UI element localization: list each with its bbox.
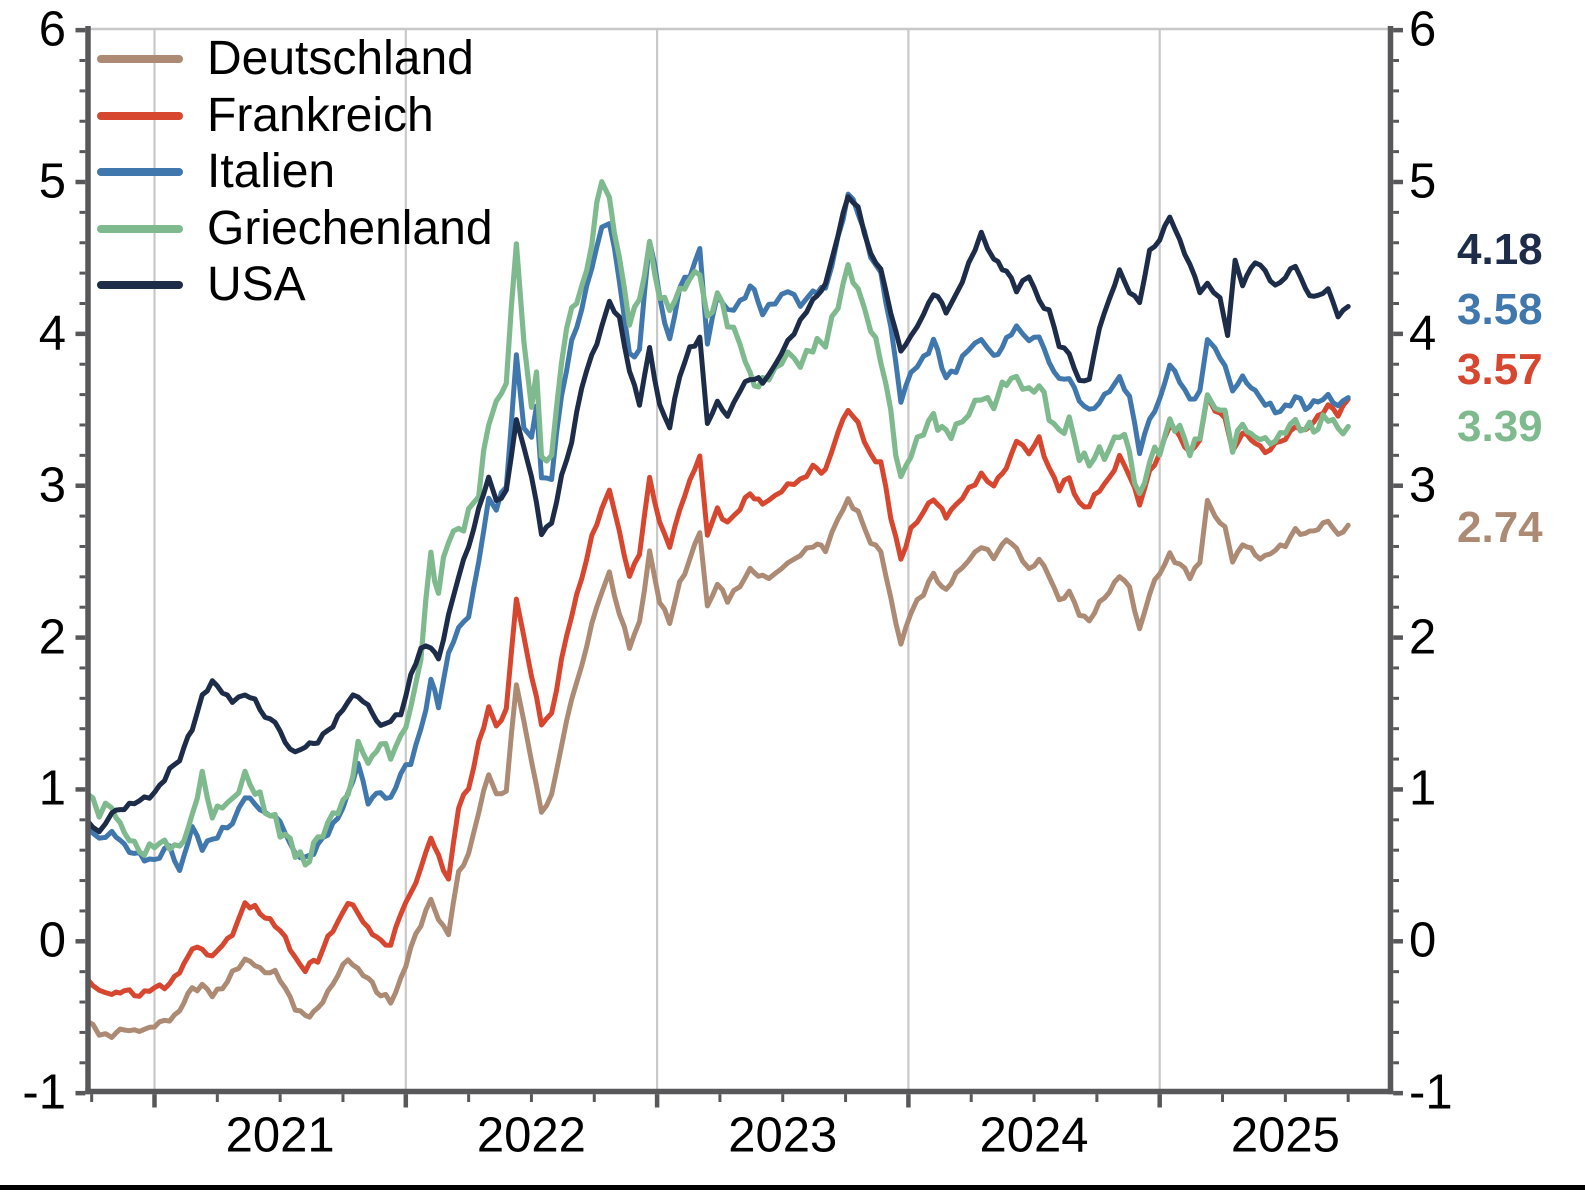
y-axis-tick-label-right: 1 xyxy=(1409,761,1437,816)
y-axis-tick-label-right: 3 xyxy=(1409,458,1437,513)
y-axis-tick-label-left: 4 xyxy=(38,306,66,361)
legend-line-swatch xyxy=(97,111,183,120)
legend-label: Deutschland xyxy=(207,32,474,85)
y-axis-tick-label-left: 2 xyxy=(38,610,66,665)
end-value-label-deutschland: 2.74 xyxy=(1457,503,1543,552)
y-axis-tick-label-right: 0 xyxy=(1409,913,1437,968)
legend-label: Griechenland xyxy=(207,201,493,255)
end-value-label-frankreich: 3.57 xyxy=(1457,345,1543,394)
series-line-griechenland xyxy=(88,179,1351,868)
end-value-label-italien: 3.58 xyxy=(1457,285,1543,334)
y-axis-tick-label-right: 5 xyxy=(1409,154,1437,209)
legend-line-swatch xyxy=(97,224,183,233)
legend-item-deutschland: Deutschland xyxy=(97,31,474,87)
legend-label: USA xyxy=(207,258,306,311)
legend-line-swatch xyxy=(97,168,183,176)
y-axis-tick-label-left: 3 xyxy=(38,458,66,513)
series-line-usa xyxy=(88,194,1351,835)
bottom-divider-rule xyxy=(0,1185,1585,1190)
end-value-label-griechenland: 3.39 xyxy=(1457,402,1543,451)
x-axis-year-label: 2025 xyxy=(1230,1108,1340,1163)
legend-item-italien: Italien xyxy=(97,144,335,200)
legend-label: Frankreich xyxy=(207,88,434,142)
y-axis-tick-label-right: 6 xyxy=(1409,2,1437,57)
legend-label: Italien xyxy=(207,145,336,198)
y-axis-tick-label-left: 0 xyxy=(38,913,66,968)
y-axis-tick-label-right: 2 xyxy=(1409,610,1437,665)
series-line-frankreich xyxy=(88,393,1351,999)
legend-line-swatch xyxy=(97,55,183,63)
series-line-deutschland xyxy=(88,496,1351,1040)
y-axis-tick-label-right: 4 xyxy=(1409,306,1437,361)
legend-item-usa: USA xyxy=(97,257,306,313)
y-axis-tick-label-left: 5 xyxy=(38,154,66,209)
legend-line-swatch xyxy=(97,281,183,289)
x-axis-year-label: 2024 xyxy=(979,1108,1089,1163)
x-axis-year-label: 2021 xyxy=(225,1108,335,1163)
y-axis-tick-label-left: 1 xyxy=(38,761,66,816)
x-axis-year-label: 2023 xyxy=(728,1108,838,1163)
series-group xyxy=(88,179,1351,1040)
y-axis-tick-label-left: 6 xyxy=(38,2,66,57)
end-value-label-usa: 4.18 xyxy=(1457,225,1543,274)
legend-item-frankreich: Frankreich xyxy=(97,88,434,144)
y-axis-tick-label-right: -1 xyxy=(1409,1065,1453,1120)
legend-item-griechenland: Griechenland xyxy=(97,201,493,257)
x-axis-year-label: 2022 xyxy=(476,1108,586,1163)
y-axis-tick-label-left: -1 xyxy=(22,1065,66,1120)
